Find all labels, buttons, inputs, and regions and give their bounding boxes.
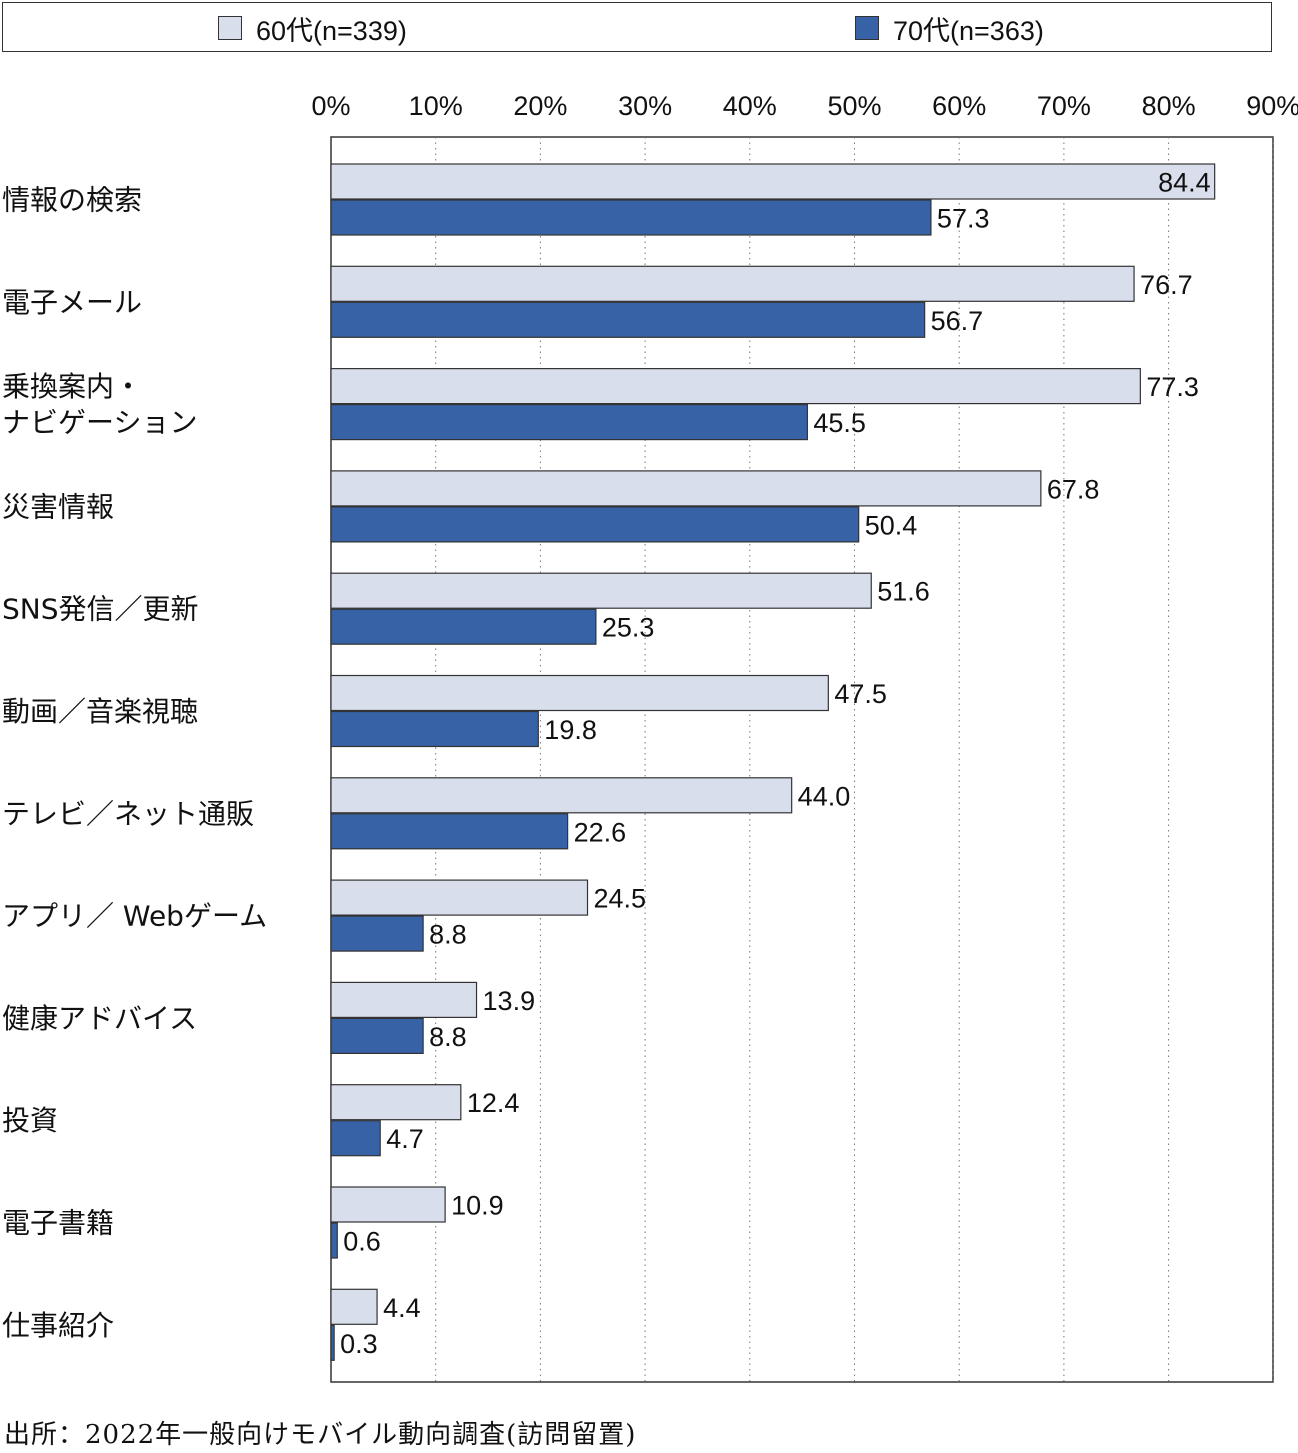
x-tick-label: 30%: [618, 91, 672, 121]
bar-60s: [330, 265, 1135, 302]
plot-frame: [330, 136, 1274, 1383]
x-tick-label: 20%: [513, 91, 567, 121]
data-label-70s: 0.3: [340, 1329, 378, 1359]
source-note: 出所：2022年一般向けモバイル動向調査(訪問留置): [4, 1420, 637, 1450]
category-label: 乗換案内・ナビゲーション: [2, 370, 197, 439]
category-label: SNS発信／更新: [2, 593, 199, 626]
bar-60s: [330, 981, 478, 1019]
x-tick-label: 10%: [409, 91, 463, 121]
category-label: テレビ／ネット通販: [2, 797, 254, 830]
data-label-60s: 13.9: [483, 986, 536, 1016]
bar-60s: [330, 1288, 378, 1325]
data-label-70s: 0.6: [343, 1227, 381, 1257]
data-label-70s: 19.8: [544, 715, 597, 745]
legend: 60代(n=339) 70代(n=363): [2, 2, 1272, 52]
bar-70s: [330, 608, 597, 645]
bar-70s: [330, 1324, 335, 1361]
legend-item-60s: 60代(n=339): [218, 13, 407, 46]
data-label-70s: 57.3: [937, 204, 990, 234]
data-label-70s: 22.6: [574, 817, 627, 847]
bar-70s: [330, 1017, 424, 1055]
x-tick-label: 40%: [723, 91, 777, 121]
category-label: 健康アドバイス: [2, 1002, 197, 1035]
bar-70s: [330, 506, 860, 543]
data-label-60s: 12.4: [467, 1088, 520, 1118]
data-label-60s: 10.9: [451, 1191, 504, 1221]
x-tick-label: 80%: [1142, 91, 1196, 121]
legend-label-60s: 60代(n=339): [256, 15, 407, 46]
data-label-60s: 4.4: [383, 1293, 421, 1323]
data-label-70s: 56.7: [931, 306, 984, 336]
category-label: 動画／音楽視聴: [2, 695, 198, 728]
bar-60s: [330, 470, 1042, 507]
x-tick-label: 0%: [311, 91, 350, 121]
data-label-60s: 47.5: [834, 679, 887, 709]
bar-60s: [330, 1186, 446, 1223]
bar-70s: [330, 813, 569, 850]
x-tick-label: 90%: [1246, 91, 1298, 121]
category-label: 電子書籍: [2, 1207, 114, 1240]
data-label-60s: 44.0: [798, 781, 851, 811]
category-label: 仕事紹介: [2, 1309, 114, 1342]
bar-70s: [330, 199, 932, 236]
legend-label-70s: 70代(n=363): [893, 15, 1044, 46]
data-label-70s: 4.7: [386, 1124, 424, 1154]
category-label: アプリ／ Webゲーム: [2, 900, 267, 933]
bar-70s: [330, 404, 808, 441]
data-label-70s: 50.4: [865, 510, 918, 540]
data-label-60s: 67.8: [1047, 474, 1100, 504]
data-label-60s: 84.4: [1158, 168, 1211, 198]
bar-chart: 0% 10% 20% 30% 40% 50% 60% 70% 80% 90% 84.4 57.3 情報の…: [2, 91, 1298, 1383]
category-label: 災害情報: [2, 490, 114, 523]
bar-60s: [330, 368, 1141, 405]
legend-swatch-60s: [218, 16, 242, 40]
x-tick-label: 50%: [827, 91, 881, 121]
bar-70s: [330, 915, 424, 952]
bar-60s: [330, 777, 793, 814]
category-label: 情報の検索: [2, 184, 142, 217]
bar-60s: [330, 674, 829, 712]
bar-70s: [330, 1120, 381, 1157]
bar-70s: [330, 301, 926, 338]
data-label-70s: 8.8: [429, 920, 467, 950]
data-label-70s: 25.3: [602, 613, 655, 643]
category-label: 投資: [2, 1104, 58, 1137]
category-label: 電子メール: [2, 286, 142, 319]
bar-70s: [330, 710, 539, 748]
x-tick-label: 60%: [932, 91, 986, 121]
bar-60s: [330, 163, 1216, 200]
data-label-60s: 76.7: [1140, 270, 1193, 300]
data-label-70s: 8.8: [429, 1022, 467, 1052]
legend-swatch-70s: [855, 16, 879, 40]
bar-70s: [330, 1222, 338, 1259]
x-tick-label: 70%: [1037, 91, 1091, 121]
data-label-70s: 45.5: [813, 408, 866, 438]
legend-item-70s: 70代(n=363): [855, 13, 1044, 46]
data-label-60s: 51.6: [877, 577, 930, 607]
data-label-60s: 24.5: [594, 884, 647, 914]
data-label-60s: 77.3: [1146, 372, 1199, 402]
bar-60s: [330, 1084, 462, 1121]
bar-60s: [330, 572, 872, 609]
bar-60s: [330, 879, 589, 916]
